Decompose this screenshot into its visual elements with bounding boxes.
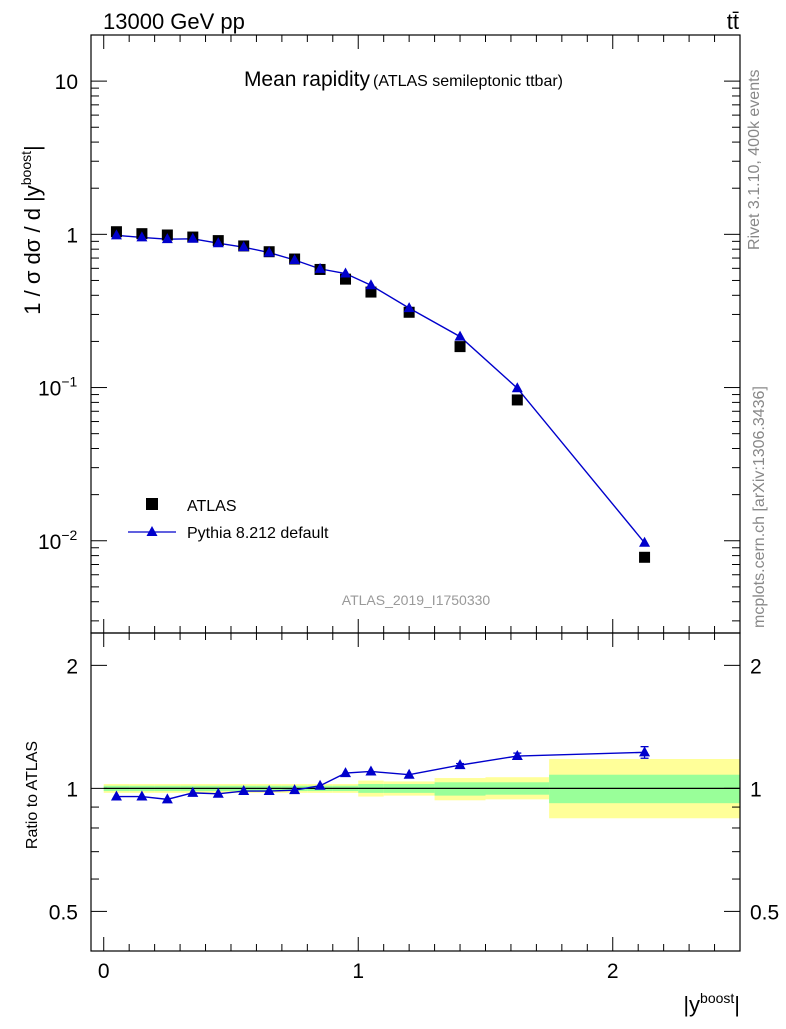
main-axes: 10 1 10−1 10−2 <box>38 34 741 633</box>
ratio-data-point <box>136 790 148 801</box>
pythia-data-point <box>289 253 301 264</box>
ratio-y-tick-label-right: 0.5 <box>750 901 779 924</box>
x-tick-label: 1 <box>352 960 364 983</box>
ratio-data-point <box>454 759 466 770</box>
pythia-data-point <box>639 536 651 547</box>
mcplots-reference-label: mcplots.cern.ch [arXiv:1306.3436] <box>751 386 768 628</box>
main-y-tick-label: 10−1 <box>38 374 78 401</box>
main-y-tick-label: 10 <box>55 71 78 94</box>
ratio-y-axis-label: Ratio to ATLAS <box>24 741 41 849</box>
ratio-panel: 2 2 1 1 0.5 0.5 0 1 2 Ratio to ATLAS |yboost| <box>24 632 779 1017</box>
ratio-data-point <box>212 787 224 798</box>
chart-subtitle: (ATLAS semileptonic ttbar) <box>373 73 563 90</box>
ratio-data-point <box>403 768 415 779</box>
ratio-data-point <box>289 784 301 795</box>
ratio-frame <box>90 632 741 952</box>
legend-atlas-label: ATLAS <box>187 498 237 515</box>
legend-pythia-marker <box>146 526 158 536</box>
x-tick-label: 2 <box>607 960 619 983</box>
atlas-data-point <box>454 341 466 353</box>
pythia-data-point <box>403 302 415 313</box>
ratio-data-point <box>110 790 122 801</box>
pythia-data-point <box>340 267 352 278</box>
main-y-axis-label: 1 / σ dσ / d |yboost| <box>18 145 45 314</box>
atlas-data-point <box>365 286 377 298</box>
pythia-data-point <box>161 233 173 244</box>
legend-atlas-marker <box>146 498 158 510</box>
ratio-data-point <box>639 746 651 757</box>
ratio-y-tick-label-left: 2 <box>66 655 78 678</box>
pythia-data-point <box>110 229 122 240</box>
main-y-tick-label: 1 <box>66 224 78 247</box>
pythia-data-point <box>212 237 224 248</box>
main-y-tick-label: 10−2 <box>38 527 78 554</box>
ratio-data-point <box>263 785 275 796</box>
ratio-y-tick-label-right: 2 <box>750 655 762 678</box>
pythia-data-point <box>187 232 199 243</box>
pythia-data-point <box>365 279 377 290</box>
atlas-data-point <box>403 306 415 318</box>
main-plot-content <box>110 226 651 563</box>
pythia-data-point <box>314 262 326 273</box>
ratio-plot-content <box>103 746 740 819</box>
legend: ATLAS Pythia 8.212 default <box>128 498 329 542</box>
atlas-data-point <box>639 551 651 563</box>
rivet-version-label: Rivet 3.1.10, 400k events <box>746 69 763 250</box>
ratio-data-point <box>340 767 352 778</box>
pythia-data-point <box>263 246 275 257</box>
pythia-data-point <box>238 241 250 252</box>
legend-pythia-label: Pythia 8.212 default <box>187 525 329 542</box>
ratio-y-tick-label-right: 1 <box>750 778 762 801</box>
ratio-data-point <box>511 750 523 761</box>
header-energy-label: 13000 GeV pp <box>103 9 245 34</box>
ratio-data-point <box>161 793 173 804</box>
x-tick-label: 0 <box>98 960 110 983</box>
main-panel: 10 1 10−1 10−2 Mean rapidity (ATLAS semilep… <box>18 34 741 634</box>
ratio-axes: 2 2 1 1 0.5 0.5 0 1 2 <box>49 633 779 983</box>
ratio-data-point <box>187 786 199 797</box>
pythia-data-point <box>454 330 466 341</box>
ratio-y-tick-label-left: 1 <box>66 778 78 801</box>
atlas-data-point <box>511 394 523 406</box>
analysis-id-label: ATLAS_2019_I1750330 <box>342 592 491 608</box>
pythia-data-point <box>511 382 523 393</box>
ratio-data-point <box>365 765 377 776</box>
ratio-data-point <box>314 779 326 790</box>
atlas-data-point <box>340 273 352 285</box>
pythia-data-point <box>136 231 148 242</box>
header-process-label: tt̄ <box>727 9 739 34</box>
ratio-y-tick-label-left: 0.5 <box>49 901 78 924</box>
chart-title: Mean rapidity <box>244 68 371 91</box>
pythia-series-line <box>116 234 646 544</box>
ratio-data-point <box>238 785 250 796</box>
x-axis-label: |yboost| <box>683 990 740 1017</box>
